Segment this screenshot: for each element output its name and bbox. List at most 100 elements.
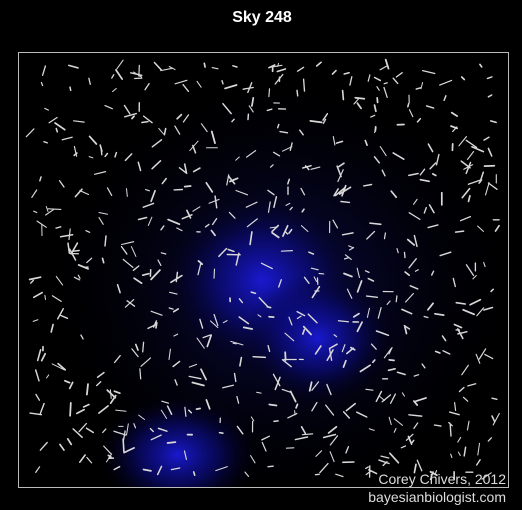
galaxy (59, 234, 74, 238)
galaxy (433, 424, 442, 427)
galaxy (285, 202, 291, 206)
galaxy (192, 206, 201, 212)
galaxy (279, 130, 289, 134)
galaxy (45, 208, 55, 216)
galaxy (373, 76, 382, 82)
galaxy (211, 217, 218, 226)
galaxy (408, 414, 423, 417)
galaxy (245, 201, 258, 208)
galaxy (494, 224, 500, 232)
galaxy (313, 276, 318, 282)
galaxy (335, 140, 344, 144)
galaxy (242, 326, 254, 330)
galaxy (199, 318, 204, 329)
galaxy (104, 104, 113, 110)
galaxy (222, 384, 234, 389)
galaxy (413, 400, 419, 406)
galaxy (250, 455, 256, 464)
galaxy (276, 68, 287, 73)
galaxy (236, 395, 240, 404)
galaxy (303, 276, 310, 284)
galaxy (410, 439, 415, 444)
galaxy (205, 399, 211, 410)
galaxy (409, 285, 419, 290)
galaxy (327, 425, 338, 434)
galaxy (157, 259, 162, 267)
galaxy (340, 200, 351, 204)
galaxy (378, 459, 390, 465)
galaxy (161, 400, 170, 404)
galaxy (277, 62, 280, 67)
halo (243, 273, 393, 403)
galaxy (98, 211, 109, 215)
galaxy (133, 277, 143, 285)
galaxy (413, 198, 418, 205)
galaxy (309, 120, 323, 124)
galaxy (44, 107, 49, 111)
galaxy (487, 94, 493, 98)
galaxy (475, 353, 481, 364)
galaxy (235, 156, 240, 161)
galaxy (98, 216, 104, 225)
galaxy (238, 316, 250, 325)
galaxy (39, 441, 48, 451)
galaxy (381, 169, 386, 177)
galaxy (461, 364, 469, 376)
galaxy (375, 390, 383, 403)
galaxy (368, 428, 375, 431)
galaxy (356, 411, 368, 418)
galaxy (427, 224, 439, 229)
galaxy (56, 307, 65, 320)
galaxy (341, 89, 345, 101)
galaxy (70, 242, 79, 255)
title: Sky 248 (232, 9, 292, 26)
galaxy (173, 333, 179, 337)
galaxy (387, 367, 396, 372)
galaxy (28, 276, 42, 281)
galaxy (231, 118, 235, 123)
galaxy (250, 291, 257, 295)
galaxy (153, 61, 162, 71)
galaxy (150, 269, 161, 281)
galaxy (420, 81, 424, 90)
galaxy (408, 172, 419, 177)
galaxy (319, 462, 329, 474)
galaxy (206, 334, 213, 348)
galaxy (465, 139, 478, 149)
galaxy (434, 469, 438, 475)
galaxy (131, 348, 139, 358)
galaxy (425, 105, 435, 109)
galaxy (69, 86, 72, 92)
galaxy (184, 406, 187, 417)
galaxy (300, 187, 306, 196)
galaxy (419, 178, 430, 183)
galaxy (487, 182, 498, 190)
galaxy (152, 320, 158, 328)
galaxy (483, 306, 494, 311)
galaxy (364, 139, 368, 147)
galaxy (192, 167, 201, 173)
galaxy (188, 375, 202, 380)
galaxy (364, 270, 370, 274)
galaxy (273, 195, 278, 209)
galaxy (106, 389, 117, 399)
galaxy (416, 459, 423, 472)
galaxy (35, 393, 41, 401)
galaxy (331, 69, 337, 75)
galaxy (59, 443, 65, 451)
galaxy (34, 369, 40, 382)
galaxy (287, 412, 298, 419)
galaxy (396, 371, 406, 376)
galaxy (442, 350, 451, 355)
galaxy (32, 319, 39, 322)
galaxy (30, 279, 35, 284)
galaxy (404, 271, 411, 277)
galaxy (406, 238, 416, 246)
galaxy (246, 150, 257, 158)
galaxy (352, 312, 360, 318)
galaxy (268, 88, 271, 98)
galaxy (333, 334, 338, 338)
galaxy (224, 84, 238, 90)
galaxy (72, 249, 80, 252)
galaxy (368, 469, 378, 475)
